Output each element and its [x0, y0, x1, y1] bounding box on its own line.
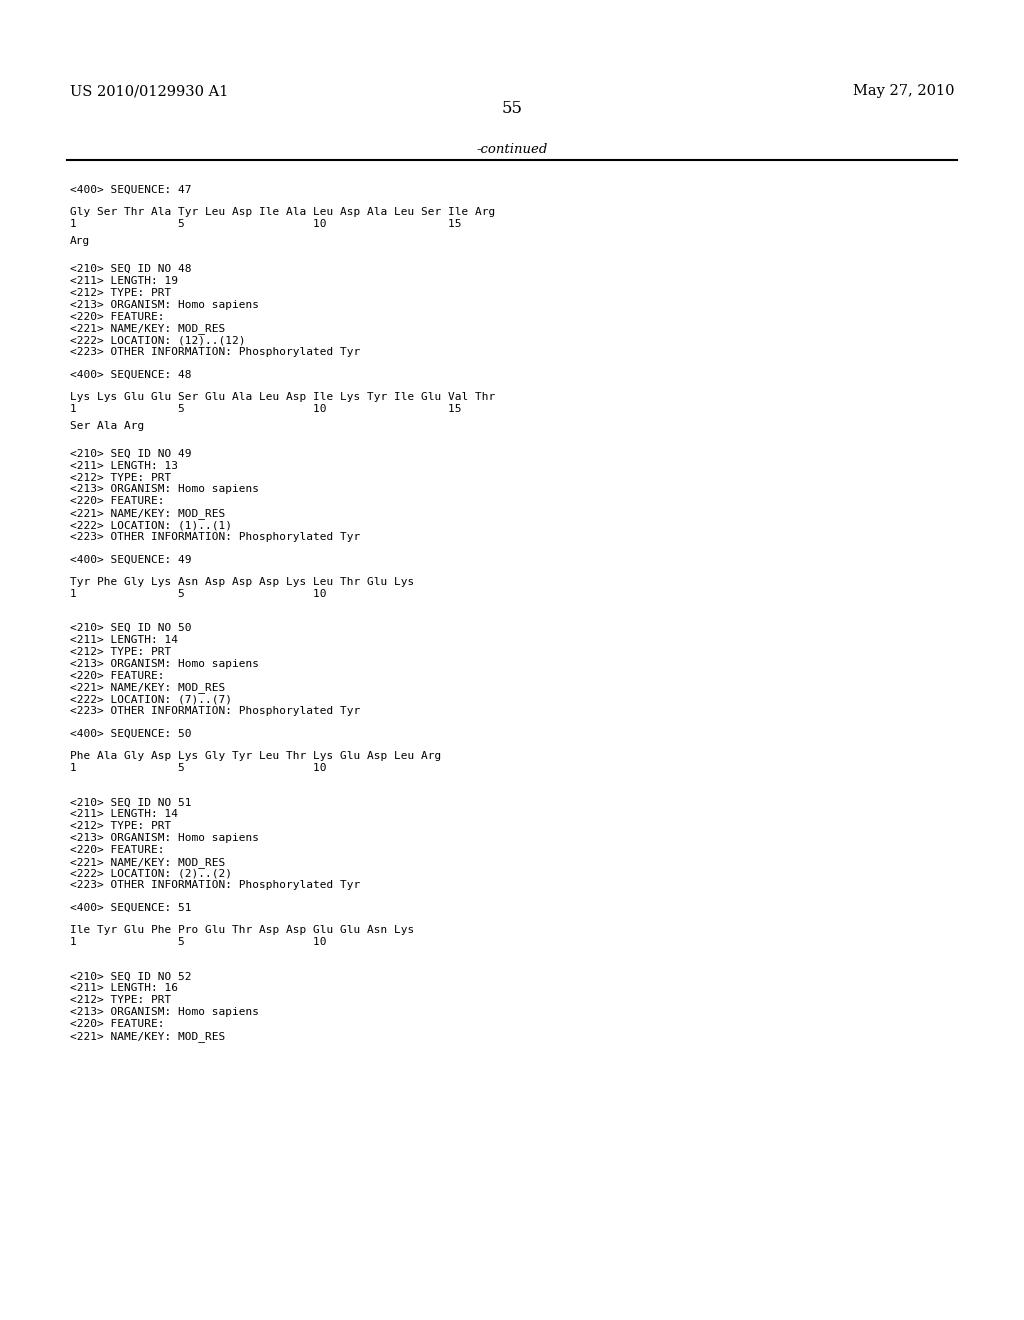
Text: <212> TYPE: PRT: <212> TYPE: PRT	[70, 473, 171, 483]
Text: <210> SEQ ID NO 49: <210> SEQ ID NO 49	[70, 449, 191, 459]
Text: <400> SEQUENCE: 47: <400> SEQUENCE: 47	[70, 185, 191, 195]
Text: <221> NAME/KEY: MOD_RES: <221> NAME/KEY: MOD_RES	[70, 323, 225, 334]
Text: <221> NAME/KEY: MOD_RES: <221> NAME/KEY: MOD_RES	[70, 857, 225, 867]
Text: Gly Ser Thr Ala Tyr Leu Asp Ile Ala Leu Asp Ala Leu Ser Ile Arg: Gly Ser Thr Ala Tyr Leu Asp Ile Ala Leu …	[70, 207, 495, 218]
Text: 1               5                   10                  15: 1 5 10 15	[70, 219, 461, 230]
Text: <210> SEQ ID NO 52: <210> SEQ ID NO 52	[70, 972, 191, 982]
Text: <210> SEQ ID NO 48: <210> SEQ ID NO 48	[70, 264, 191, 275]
Text: <223> OTHER INFORMATION: Phosphorylated Tyr: <223> OTHER INFORMATION: Phosphorylated …	[70, 880, 359, 891]
Text: <211> LENGTH: 16: <211> LENGTH: 16	[70, 983, 177, 994]
Text: Tyr Phe Gly Lys Asn Asp Asp Asp Lys Leu Thr Glu Lys: Tyr Phe Gly Lys Asn Asp Asp Asp Lys Leu …	[70, 577, 414, 587]
Text: Phe Ala Gly Asp Lys Gly Tyr Leu Thr Lys Glu Asp Leu Arg: Phe Ala Gly Asp Lys Gly Tyr Leu Thr Lys …	[70, 751, 441, 762]
Text: <400> SEQUENCE: 50: <400> SEQUENCE: 50	[70, 729, 191, 739]
Text: <220> FEATURE:: <220> FEATURE:	[70, 312, 164, 322]
Text: <222> LOCATION: (2)..(2): <222> LOCATION: (2)..(2)	[70, 869, 231, 879]
Text: <222> LOCATION: (7)..(7): <222> LOCATION: (7)..(7)	[70, 694, 231, 705]
Text: <400> SEQUENCE: 51: <400> SEQUENCE: 51	[70, 903, 191, 913]
Text: <220> FEATURE:: <220> FEATURE:	[70, 496, 164, 507]
Text: <220> FEATURE:: <220> FEATURE:	[70, 671, 164, 681]
Text: <212> TYPE: PRT: <212> TYPE: PRT	[70, 288, 171, 298]
Text: <213> ORGANISM: Homo sapiens: <213> ORGANISM: Homo sapiens	[70, 1007, 259, 1018]
Text: Ile Tyr Glu Phe Pro Glu Thr Asp Asp Glu Glu Asn Lys: Ile Tyr Glu Phe Pro Glu Thr Asp Asp Glu …	[70, 925, 414, 936]
Text: -continued: -continued	[476, 143, 548, 156]
Text: <400> SEQUENCE: 49: <400> SEQUENCE: 49	[70, 554, 191, 565]
Text: <223> OTHER INFORMATION: Phosphorylated Tyr: <223> OTHER INFORMATION: Phosphorylated …	[70, 347, 359, 358]
Text: <213> ORGANISM: Homo sapiens: <213> ORGANISM: Homo sapiens	[70, 484, 259, 495]
Text: 1               5                   10: 1 5 10	[70, 763, 326, 774]
Text: 1               5                   10: 1 5 10	[70, 589, 326, 599]
Text: US 2010/0129930 A1: US 2010/0129930 A1	[70, 84, 228, 99]
Text: <400> SEQUENCE: 48: <400> SEQUENCE: 48	[70, 370, 191, 380]
Text: <222> LOCATION: (1)..(1): <222> LOCATION: (1)..(1)	[70, 520, 231, 531]
Text: <223> OTHER INFORMATION: Phosphorylated Tyr: <223> OTHER INFORMATION: Phosphorylated …	[70, 706, 359, 717]
Text: 55: 55	[502, 100, 522, 117]
Text: <210> SEQ ID NO 50: <210> SEQ ID NO 50	[70, 623, 191, 634]
Text: <211> LENGTH: 14: <211> LENGTH: 14	[70, 635, 177, 645]
Text: <221> NAME/KEY: MOD_RES: <221> NAME/KEY: MOD_RES	[70, 508, 225, 519]
Text: <213> ORGANISM: Homo sapiens: <213> ORGANISM: Homo sapiens	[70, 300, 259, 310]
Text: <223> OTHER INFORMATION: Phosphorylated Tyr: <223> OTHER INFORMATION: Phosphorylated …	[70, 532, 359, 543]
Text: <213> ORGANISM: Homo sapiens: <213> ORGANISM: Homo sapiens	[70, 659, 259, 669]
Text: <221> NAME/KEY: MOD_RES: <221> NAME/KEY: MOD_RES	[70, 682, 225, 693]
Text: <212> TYPE: PRT: <212> TYPE: PRT	[70, 647, 171, 657]
Text: Ser Ala Arg: Ser Ala Arg	[70, 421, 144, 432]
Text: Lys Lys Glu Glu Ser Glu Ala Leu Asp Ile Lys Tyr Ile Glu Val Thr: Lys Lys Glu Glu Ser Glu Ala Leu Asp Ile …	[70, 392, 495, 403]
Text: Arg: Arg	[70, 236, 90, 247]
Text: <211> LENGTH: 13: <211> LENGTH: 13	[70, 461, 177, 471]
Text: 1               5                   10                  15: 1 5 10 15	[70, 404, 461, 414]
Text: <222> LOCATION: (12)..(12): <222> LOCATION: (12)..(12)	[70, 335, 245, 346]
Text: <212> TYPE: PRT: <212> TYPE: PRT	[70, 821, 171, 832]
Text: <221> NAME/KEY: MOD_RES: <221> NAME/KEY: MOD_RES	[70, 1031, 225, 1041]
Text: 1               5                   10: 1 5 10	[70, 937, 326, 948]
Text: <212> TYPE: PRT: <212> TYPE: PRT	[70, 995, 171, 1006]
Text: <213> ORGANISM: Homo sapiens: <213> ORGANISM: Homo sapiens	[70, 833, 259, 843]
Text: <211> LENGTH: 19: <211> LENGTH: 19	[70, 276, 177, 286]
Text: May 27, 2010: May 27, 2010	[853, 84, 954, 99]
Text: <220> FEATURE:: <220> FEATURE:	[70, 845, 164, 855]
Text: <211> LENGTH: 14: <211> LENGTH: 14	[70, 809, 177, 820]
Text: <220> FEATURE:: <220> FEATURE:	[70, 1019, 164, 1030]
Text: <210> SEQ ID NO 51: <210> SEQ ID NO 51	[70, 797, 191, 808]
